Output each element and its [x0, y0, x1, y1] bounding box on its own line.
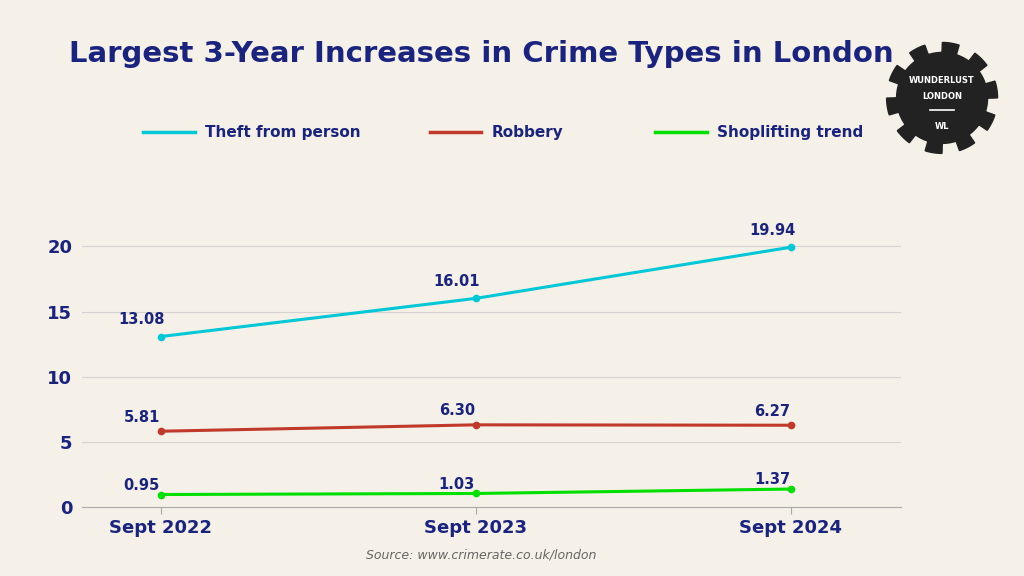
Text: 13.08: 13.08 [119, 312, 165, 327]
Text: 19.94: 19.94 [749, 223, 795, 238]
Text: 6.27: 6.27 [754, 404, 790, 419]
Text: WUNDERLUST: WUNDERLUST [909, 75, 975, 85]
Text: 1.03: 1.03 [438, 477, 475, 492]
Text: Source: www.crimerate.co.uk/london: Source: www.crimerate.co.uk/london [367, 548, 596, 562]
Text: 6.30: 6.30 [439, 403, 475, 418]
Polygon shape [887, 43, 997, 153]
Text: Theft from person: Theft from person [205, 125, 360, 140]
Text: Shoplifting trend: Shoplifting trend [717, 125, 863, 140]
Text: WL: WL [935, 122, 949, 131]
Text: Robbery: Robbery [492, 125, 563, 140]
Text: LONDON: LONDON [922, 92, 963, 101]
Text: 0.95: 0.95 [124, 478, 160, 493]
Text: 16.01: 16.01 [433, 274, 480, 289]
Text: 1.37: 1.37 [754, 472, 790, 487]
Text: Largest 3-Year Increases in Crime Types in London: Largest 3-Year Increases in Crime Types … [69, 40, 894, 69]
Text: 5.81: 5.81 [124, 410, 160, 425]
